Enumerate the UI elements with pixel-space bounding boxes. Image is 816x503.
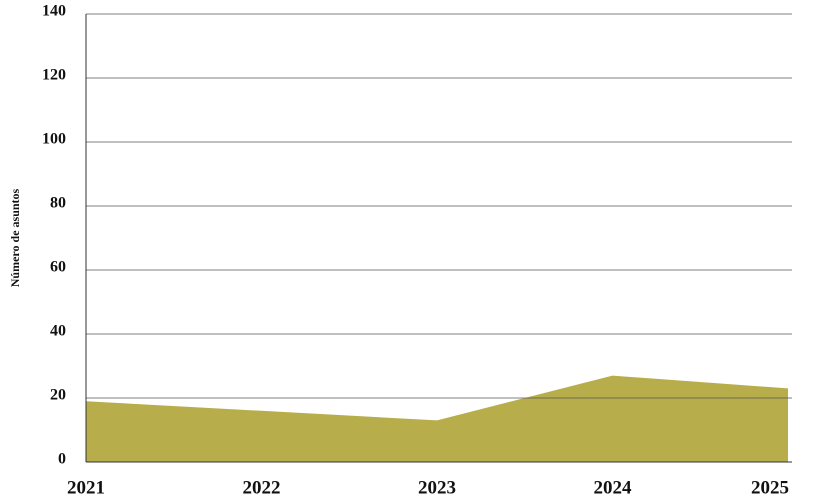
y-tick-label: 80 xyxy=(50,195,66,212)
y-tick-label: 0 xyxy=(58,451,66,468)
y-tick-label: 140 xyxy=(42,3,66,20)
y-tick-label: 20 xyxy=(50,387,66,404)
y-tick-label: 60 xyxy=(50,259,66,276)
x-tick-label: 2025 xyxy=(751,477,789,498)
y-tick-label: 120 xyxy=(42,67,66,84)
area xyxy=(86,375,788,462)
x-tick-label: 2021 xyxy=(67,477,105,498)
x-tick-label: 2022 xyxy=(243,477,281,498)
x-tick-label: 2023 xyxy=(418,477,456,498)
y-tick-label: 100 xyxy=(42,131,66,148)
y-tick-label: 40 xyxy=(50,323,66,340)
y-axis-label: Número de asuntos xyxy=(8,188,22,287)
x-tick-label: 2024 xyxy=(594,477,633,498)
